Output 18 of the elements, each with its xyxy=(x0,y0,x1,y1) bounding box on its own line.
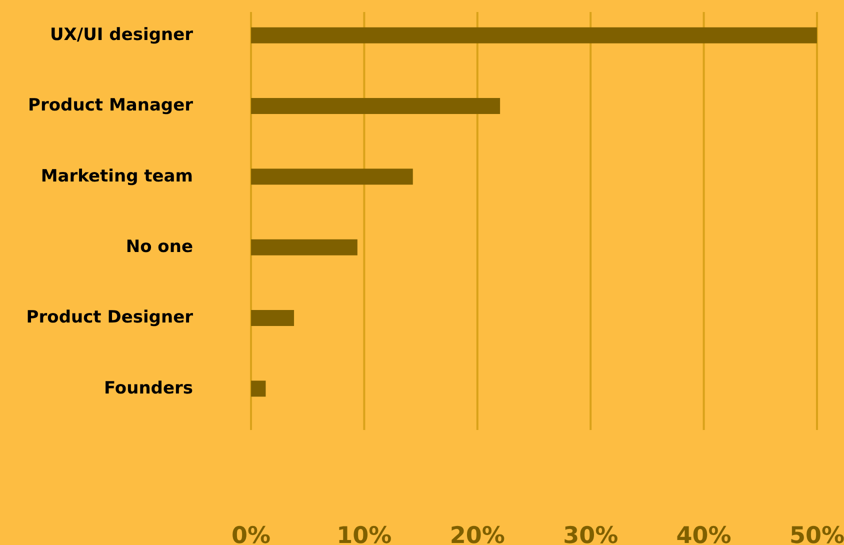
bar xyxy=(251,98,500,114)
y-tick-label: Product Designer xyxy=(26,308,194,328)
y-tick-label: Product Manager xyxy=(28,96,194,116)
x-tick-label: 20% xyxy=(450,523,505,545)
bar xyxy=(251,168,413,185)
x-tick-label: 50% xyxy=(789,523,844,545)
y-tick-label: Founders xyxy=(104,378,193,398)
x-tick-label: 40% xyxy=(676,523,732,545)
y-tick-label: UX/UI designer xyxy=(50,24,194,45)
x-tick-label: 0% xyxy=(231,523,271,545)
bar xyxy=(251,380,266,397)
bar xyxy=(251,239,358,256)
x-tick-label: 10% xyxy=(336,523,392,545)
bar xyxy=(251,27,817,44)
y-tick-label: No one xyxy=(126,236,193,257)
y-tick-label: Marketing team xyxy=(40,166,193,186)
bar xyxy=(251,310,294,326)
x-tick-label: 30% xyxy=(563,523,618,545)
